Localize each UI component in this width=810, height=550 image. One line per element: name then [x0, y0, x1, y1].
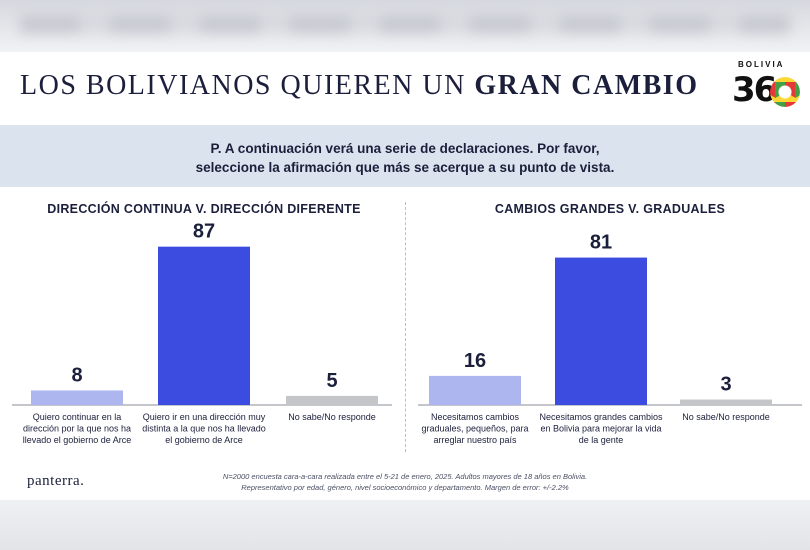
panterra-logo: panterra.: [27, 473, 85, 489]
chart-title-direction: DIRECCIÓN CONTINUA V. DIRECCIÓN DIFERENT…: [47, 202, 361, 216]
logo-ring-icon: [770, 77, 800, 107]
bar-chart-changes: 16 Necesitamos cambios graduales, pequeños…: [418, 232, 802, 445]
chart-panel-direction: DIRECCIÓN CONTINUA V. DIRECCIÓN DIFERENT…: [0, 187, 400, 457]
title-regular: LOS BOLIVIANOS QUIEREN UN: [20, 70, 475, 101]
category-label-line: Necesitamos cambios: [431, 412, 520, 422]
category-label: Quiero continuar en la dirección por la q…: [23, 412, 132, 445]
chart-title-changes: CAMBIOS GRANDES V. GRADUALES: [494, 202, 726, 216]
bar-value-label: 5: [326, 370, 337, 392]
category-label-line: Quiero ir en una dirección muy: [143, 412, 266, 422]
category-label-line: en Bolivia para mejorar la vida: [540, 424, 661, 434]
category-label-line: dirección por la que nos ha: [23, 424, 131, 434]
category-label-line: arreglar nuestro país: [433, 435, 517, 445]
bar-value-label: 87: [193, 221, 215, 243]
blurred-background-top: [0, 0, 810, 52]
category-label: No sabe/No responde: [682, 412, 770, 422]
category-label: No sabe/No responde: [288, 412, 376, 422]
category-label-line: llevado el gobierno de Arce: [23, 435, 132, 445]
category-label-line: de la gente: [579, 435, 624, 445]
question-band: P. A continuación verá una serie de decl…: [0, 125, 810, 187]
methodology-note: N=2000 encuesta cara-a-cara realizada en…: [190, 471, 620, 493]
methodology-line-2: Representativo por edad, género, nivel s…: [241, 483, 569, 492]
category-label: Quiero ir en una dirección muy distinta a…: [142, 412, 266, 445]
slide: LOS BOLIVIANOS QUIEREN UN GRAN CAMBIO BO…: [0, 52, 810, 500]
bar-value-label: 81: [590, 232, 612, 254]
category-label-line: Quiero continuar en la: [33, 412, 122, 422]
category-label-line: Necesitamos grandes cambios: [539, 412, 663, 422]
question-line-1: P. A continuación verá una serie de decl…: [210, 141, 600, 156]
panel-divider: [405, 202, 406, 452]
chart-panel-changes: CAMBIOS GRANDES V. GRADUALES 16 Necesitam…: [410, 187, 810, 457]
bar-value-label: 3: [720, 374, 731, 396]
blurred-background-bottom: [0, 500, 810, 550]
logo-number: 36: [732, 70, 777, 110]
title-bold: GRAN CAMBIO: [474, 70, 699, 101]
bar: [429, 375, 521, 405]
bar: [286, 395, 378, 405]
logo-top-text: BOLIVIA: [738, 60, 785, 69]
category-label-line: No sabe/No responde: [288, 412, 376, 422]
bar-value-label: 16: [464, 350, 486, 372]
bar: [31, 390, 123, 405]
category-label-line: graduales, pequeños, para: [421, 424, 528, 434]
bar: [680, 399, 772, 405]
category-label: Necesitamos cambios graduales, pequeños, …: [421, 412, 528, 445]
bar-chart-direction: 8 Quiero continuar en la dirección por la …: [12, 221, 392, 445]
methodology-line-1: N=2000 encuesta cara-a-cara realizada en…: [222, 472, 588, 481]
category-label-line: distinta a la que nos ha llevado: [142, 424, 266, 434]
question-line-2: seleccione la afirmación que más se acer…: [195, 160, 615, 175]
bolivia-360-logo: BOLIVIA 36: [732, 60, 802, 112]
category-label-line: No sabe/No responde: [682, 412, 770, 422]
question-text: P. A continuación verá una serie de decl…: [120, 139, 690, 177]
page-title: LOS BOLIVIANOS QUIEREN UN GRAN CAMBIO: [20, 70, 698, 102]
bar: [555, 257, 647, 405]
category-label: Necesitamos grandes cambios en Bolivia pa…: [539, 412, 663, 445]
bar-value-label: 8: [71, 364, 82, 386]
category-label-line: el gobierno de Arce: [165, 435, 243, 445]
bar: [158, 246, 250, 405]
